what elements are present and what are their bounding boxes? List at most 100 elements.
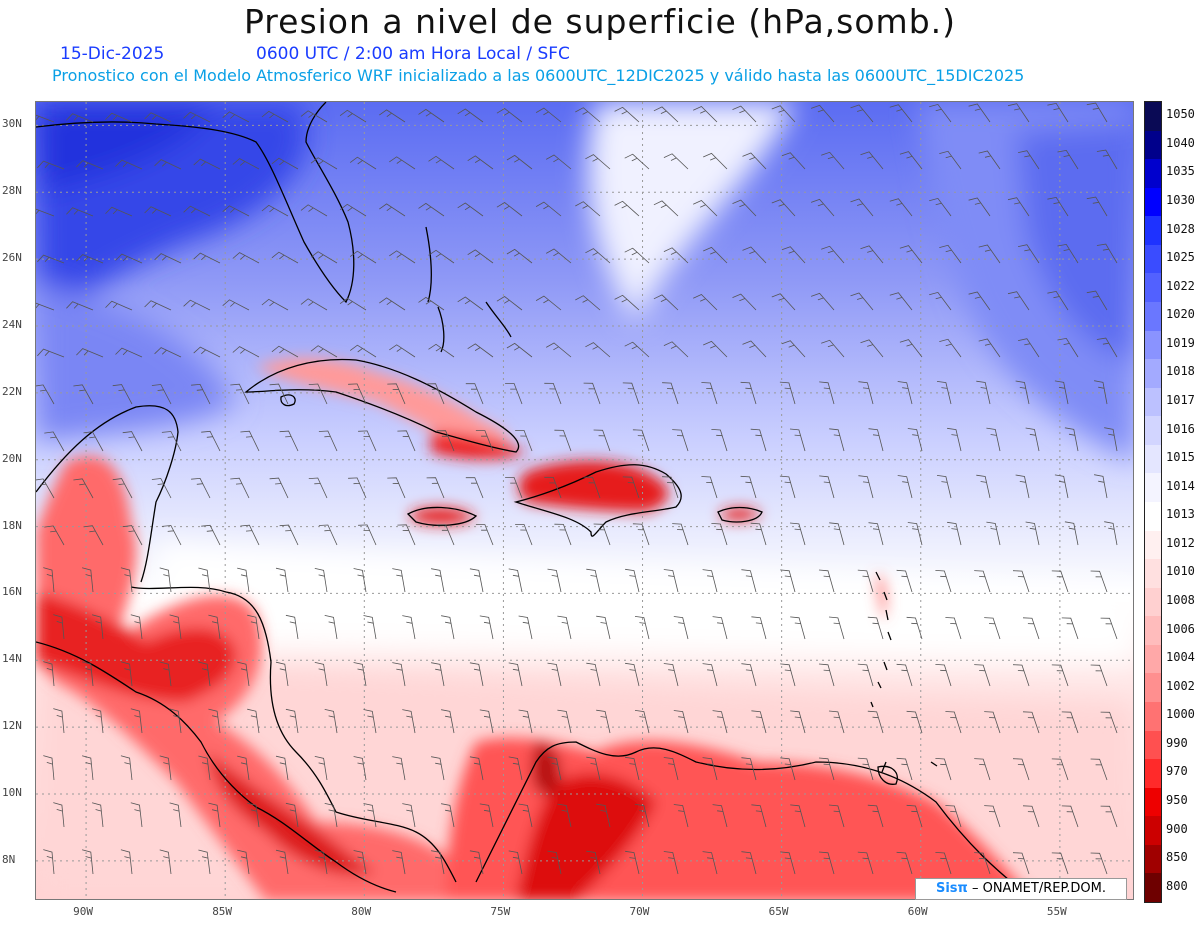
wind-barb [363,803,377,828]
wind-barb [208,802,221,828]
wind-barb [583,382,601,405]
legend-swatch [1145,473,1161,503]
wind-barb [554,429,572,452]
wind-barb [43,567,55,593]
wind-barb [712,710,728,734]
wind-barb [441,709,455,734]
wind-barb [508,756,523,781]
wind-barb [1054,474,1069,499]
wind-barb [154,159,182,170]
legend-swatch [1145,387,1161,417]
wind-barb [1007,291,1030,311]
wind-barb [858,475,874,499]
lon-tick-label: 70W [629,905,650,918]
legend-label: 1017 [1166,393,1195,407]
wind-barb [1018,150,1040,170]
lat-tick-label: 18N [2,518,22,532]
wind-barb [557,803,572,828]
pressure-map[interactable] [35,101,1134,900]
legend-label: 1020 [1166,307,1195,322]
wind-barb [237,567,250,593]
wind-barb [771,199,796,217]
legend-swatch [1145,759,1161,789]
wind-barb [750,522,767,546]
wind-barb [1100,617,1118,640]
legend-label: 1012 [1166,535,1195,550]
wind-barb [968,197,991,217]
wind-barb [1057,243,1079,264]
legend-label: 1015 [1166,450,1195,465]
lat-tick-label: 8N [2,852,16,866]
wind-barb [1022,805,1040,828]
wind-barb [945,711,962,734]
wind-barb [828,616,845,640]
wind-barb [353,568,367,593]
credit-text: – ONAMET/REP.DOM. [971,881,1106,896]
wind-barb [496,202,523,217]
wind-barb [984,711,1001,734]
wind-barb [557,709,572,734]
lon-tick-label: 65W [768,905,789,918]
wind-barb [183,205,211,217]
wind-barb [436,524,455,546]
wind-barb [469,850,484,875]
legend-swatch [1145,702,1161,732]
wind-barb [896,663,913,687]
wind-barb [1090,852,1108,875]
wind-barb [191,383,211,405]
wind-barb [237,755,250,781]
wind-barb [1096,149,1118,170]
wind-barb [120,849,133,875]
wind-barb [1090,664,1108,687]
wind-barb [828,710,845,734]
wind-barb [663,757,679,781]
wind-barb [505,477,523,499]
wind-barb [732,293,757,311]
wind-barb [324,615,338,640]
lon-tick-label: 55W [1046,905,1067,918]
wind-barb [929,291,952,311]
lon-tick-label: 60W [907,905,928,918]
wind-barb [535,201,562,217]
wind-barb [1012,852,1030,875]
wind-barb [1061,711,1079,734]
wind-barb [339,109,367,123]
wind-barb [701,382,718,405]
wind-barb [308,383,328,405]
wind-barb [625,756,640,781]
wind-barb [271,345,299,358]
wind-barb [935,570,952,593]
wind-barb [37,348,65,358]
wind-barb [935,852,952,875]
wind-barb [653,294,679,311]
wind-barb [339,203,367,217]
wind-barb [535,107,562,123]
wind-barb [585,154,611,170]
wind-barb [469,662,484,687]
wind-barb [198,661,211,687]
wind-barb [974,570,991,593]
wind-barb [1018,244,1040,264]
wind-barb [1047,196,1069,217]
wind-barb [300,110,328,123]
wind-barb [624,247,650,264]
wind-barb [821,245,845,264]
wind-barb [535,295,562,311]
wind-barb [945,805,962,828]
wind-barb [557,615,572,640]
wind-barb [547,850,562,875]
wind-barb [819,475,835,499]
wind-barb [889,292,913,311]
wind-barb [285,708,299,734]
wind-barb [780,663,796,687]
wind-barb [632,523,650,546]
wind-barb [781,246,806,264]
wind-barb [348,383,367,405]
wind-barb [546,342,572,358]
wind-barb [711,429,728,452]
wind-barb [1051,570,1069,593]
wind-barb [703,246,728,264]
wind-barb [984,617,1001,640]
wind-barb [868,428,884,452]
wind-barb [867,710,884,734]
